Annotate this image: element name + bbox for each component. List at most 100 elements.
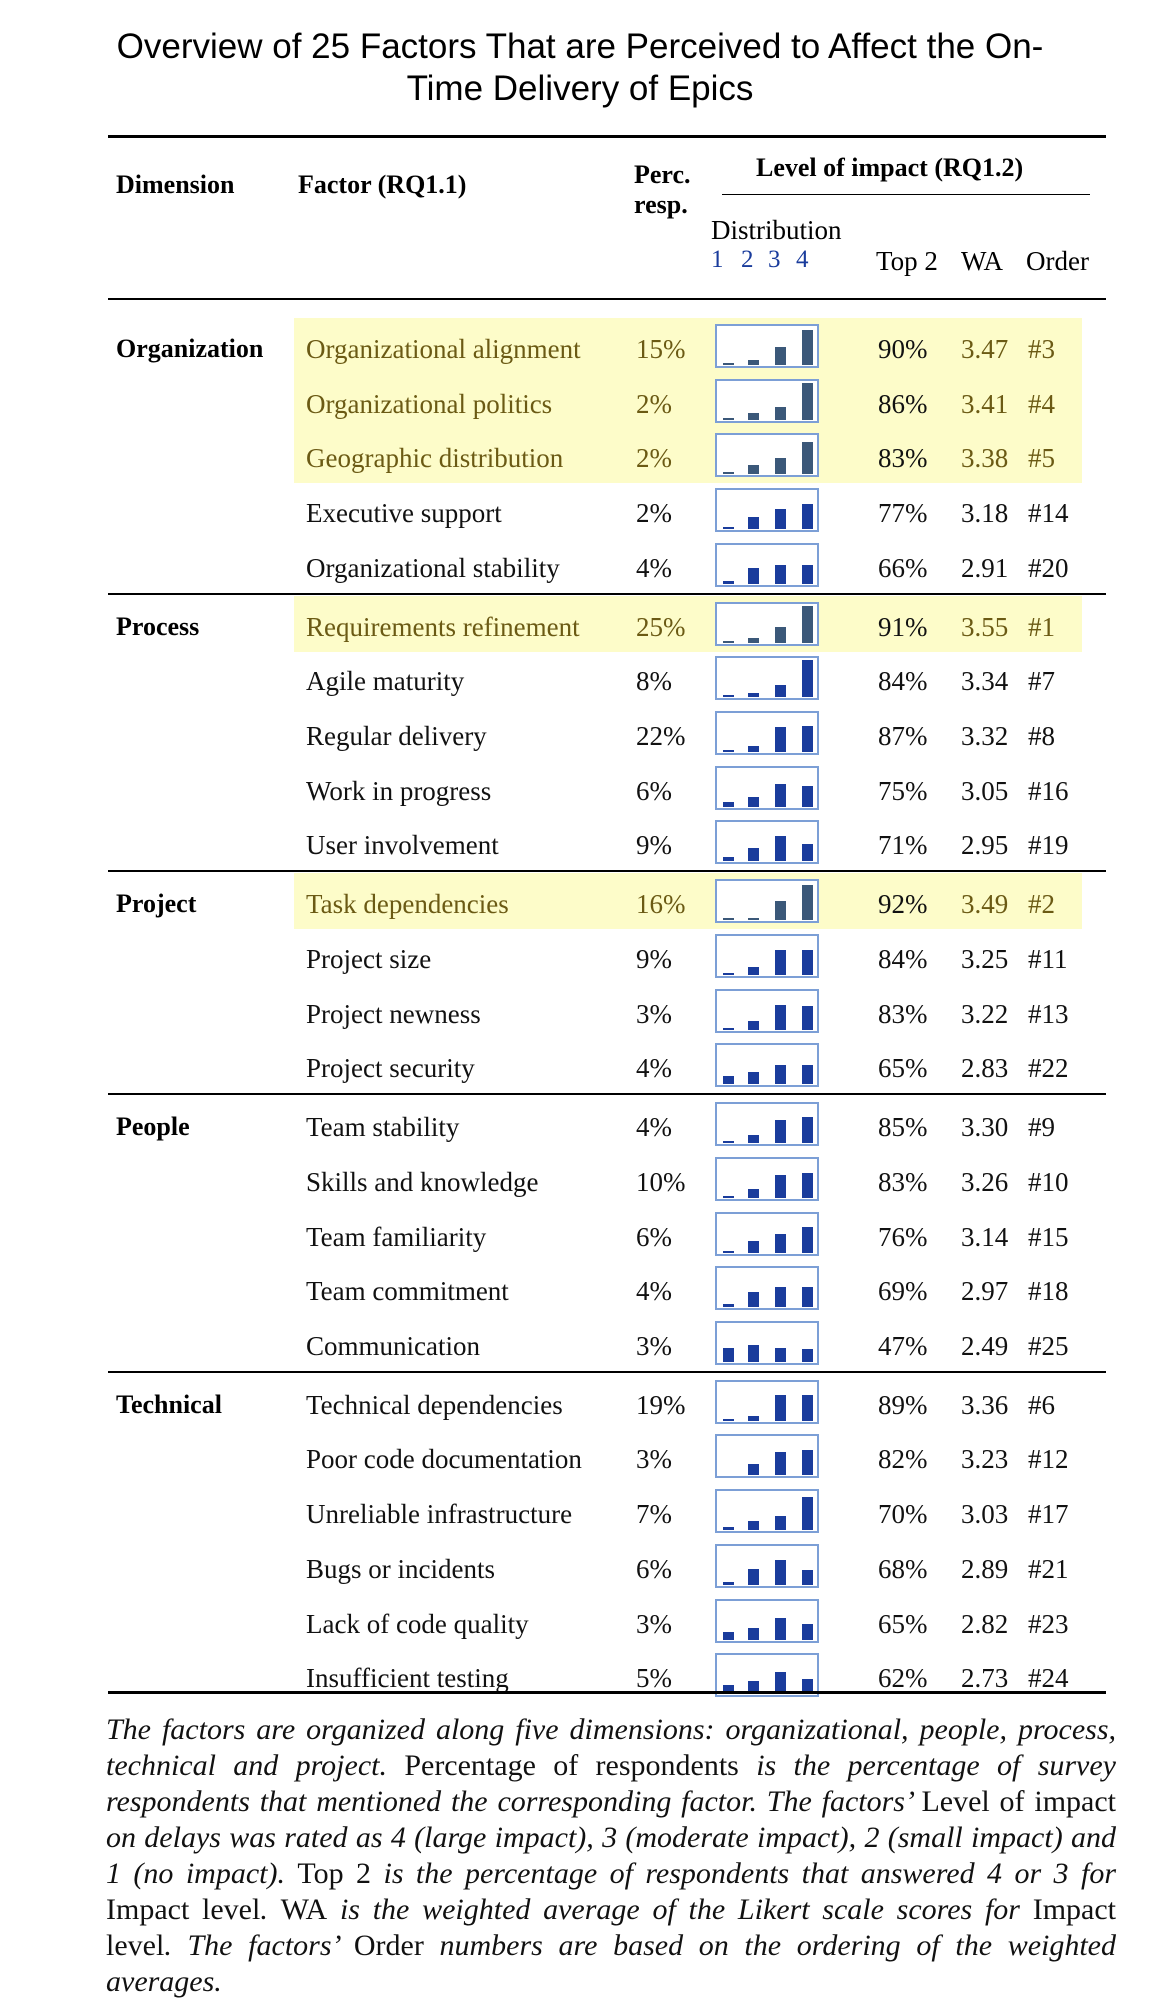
distribution-sparkline xyxy=(715,1489,819,1533)
scale-3: 3 xyxy=(768,246,781,273)
table-row: Skills and knowledge 10% 83% 3.26 #10 xyxy=(0,1151,1150,1206)
table-row: Organizational alignment 15% 90% 3.47 #3 xyxy=(0,318,1150,373)
top2-cell: 85% xyxy=(878,1112,928,1142)
distribution-bar-1 xyxy=(723,1582,734,1585)
distribution-bar-3 xyxy=(775,565,786,584)
wa-cell: 3.38 xyxy=(961,443,1009,473)
distribution-bar-2 xyxy=(748,568,759,584)
factor-cell: Project newness xyxy=(306,999,481,1029)
factor-cell: Organizational stability xyxy=(306,553,560,583)
perc-cell: 6% xyxy=(636,776,672,806)
factor-cell: Agile maturity xyxy=(306,666,465,696)
perc-cell: 4% xyxy=(636,1276,672,1306)
wa-cell: 3.23 xyxy=(961,1444,1009,1474)
distribution-bar-2 xyxy=(748,360,759,365)
distribution-bar-3 xyxy=(775,627,786,643)
top2-cell: 84% xyxy=(878,944,928,974)
perc-cell: 15% xyxy=(636,334,686,364)
distribution-bar-4 xyxy=(802,726,813,752)
distribution-bar-2 xyxy=(748,1189,759,1198)
distribution-sparkline xyxy=(715,766,819,810)
perc-cell: 4% xyxy=(636,1053,672,1083)
order-cell: #4 xyxy=(1028,389,1055,419)
distribution-bar-1 xyxy=(723,581,734,584)
perc-cell: 22% xyxy=(636,721,686,751)
perc-cell: 2% xyxy=(636,498,672,528)
factor-cell: Communication xyxy=(306,1331,480,1361)
perc-cell: 19% xyxy=(636,1390,686,1420)
top2-cell: 65% xyxy=(878,1053,928,1083)
dimension-separator xyxy=(108,870,1106,872)
distribution-bar-4 xyxy=(802,1227,813,1253)
distribution-bar-4 xyxy=(802,1679,813,1694)
distribution-bar-3 xyxy=(775,1065,786,1084)
header-perc-1: Perc. xyxy=(634,160,691,189)
table-row: Technical dependencies 19% 89% 3.36 #6 xyxy=(0,1374,1150,1429)
order-cell: #24 xyxy=(1028,1663,1069,1693)
distribution-bar-4 xyxy=(802,844,813,861)
distribution-sparkline xyxy=(715,711,819,755)
top2-cell: 75% xyxy=(878,776,928,806)
caption-italic-text: . The factors’ xyxy=(164,1929,354,1962)
perc-cell: 2% xyxy=(636,443,672,473)
perc-cell: 8% xyxy=(636,666,672,696)
distribution-bar-3 xyxy=(775,509,786,529)
top2-cell: 76% xyxy=(878,1222,928,1252)
table-row: Organizational politics 2% 86% 3.41 #4 xyxy=(0,373,1150,428)
distribution-bar-3 xyxy=(775,1287,786,1307)
distribution-bar-1 xyxy=(723,1348,734,1362)
order-cell: #6 xyxy=(1028,1390,1055,1420)
distribution-bar-1 xyxy=(723,1076,734,1084)
distribution-bar-2 xyxy=(748,517,759,529)
distribution-sparkline xyxy=(715,1434,819,1478)
top2-cell: 92% xyxy=(878,889,928,919)
order-cell: #15 xyxy=(1028,1222,1069,1252)
factor-cell: Project security xyxy=(306,1053,475,1083)
distribution-bar-4 xyxy=(802,950,813,975)
factor-cell: Team familiarity xyxy=(306,1222,487,1252)
distribution-bar-3 xyxy=(775,458,786,474)
distribution-bar-2 xyxy=(748,1628,759,1640)
factor-cell: Organizational politics xyxy=(306,389,553,419)
distribution-bar-2 xyxy=(748,1345,759,1362)
order-cell: #13 xyxy=(1028,999,1069,1029)
distribution-bar-4 xyxy=(802,1450,813,1475)
distribution-sparkline xyxy=(715,602,819,646)
factor-cell: Team stability xyxy=(306,1112,460,1142)
distribution-bar-4 xyxy=(802,442,813,474)
wa-cell: 3.55 xyxy=(961,612,1009,642)
distribution-bar-4 xyxy=(802,1395,813,1421)
table-row: Geographic distribution 2% 83% 3.38 #5 xyxy=(0,427,1150,482)
top2-cell: 65% xyxy=(878,1609,928,1639)
distribution-bar-2 xyxy=(748,1521,759,1530)
distribution-bar-4 xyxy=(802,1287,813,1307)
top2-cell: 83% xyxy=(878,443,928,473)
wa-cell: 3.14 xyxy=(961,1222,1009,1252)
perc-cell: 4% xyxy=(636,553,672,583)
distribution-bar-1 xyxy=(723,1196,734,1198)
table-row: Executive support 2% 77% 3.18 #14 xyxy=(0,482,1150,537)
distribution-bar-4 xyxy=(802,1497,813,1530)
caption-italic-text: The factors are organized along five dim… xyxy=(106,1713,1116,1782)
distribution-sparkline xyxy=(715,879,819,923)
distribution-sparkline xyxy=(715,1043,819,1087)
distribution-bar-4 xyxy=(802,1006,813,1030)
row-highlight xyxy=(294,318,1082,374)
table-row: Work in progress 6% 75% 3.05 #16 xyxy=(0,760,1150,815)
distribution-bar-3 xyxy=(775,1395,786,1421)
top2-cell: 91% xyxy=(878,612,928,642)
top2-cell: 84% xyxy=(878,666,928,696)
row-highlight xyxy=(294,427,1082,483)
distribution-bar-3 xyxy=(775,1005,786,1030)
distribution-bar-2 xyxy=(748,1681,759,1694)
distribution-sparkline xyxy=(715,1321,819,1365)
distribution-bar-2 xyxy=(748,1072,759,1084)
order-cell: #25 xyxy=(1028,1331,1069,1361)
distribution-bar-3 xyxy=(775,1452,786,1475)
distribution-bar-2 xyxy=(748,848,759,861)
distribution-sparkline xyxy=(715,989,819,1033)
wa-cell: 3.49 xyxy=(961,889,1009,919)
order-cell: #22 xyxy=(1028,1053,1069,1083)
wa-cell: 3.03 xyxy=(961,1499,1009,1529)
caption-term: Order xyxy=(353,1929,424,1962)
